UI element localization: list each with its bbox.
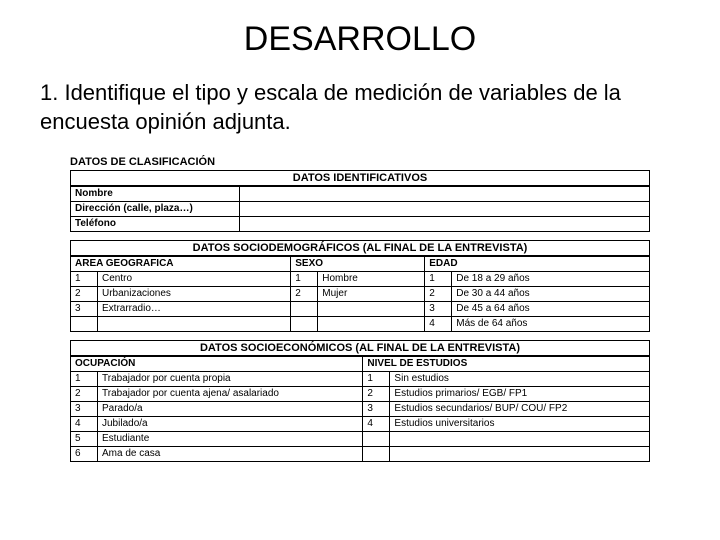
row-value — [240, 187, 650, 202]
instruction-text: 1. Identifique el tipo y escala de medic… — [40, 79, 680, 136]
edad-item: De 18 a 29 años — [452, 272, 650, 287]
row-value — [240, 202, 650, 217]
sexo-num — [291, 317, 318, 332]
sexo-num: 1 — [291, 272, 318, 287]
area-item: Extrarradio… — [98, 302, 291, 317]
table-row: Teléfono — [71, 217, 650, 232]
est-item: Estudios universitarios — [390, 417, 650, 432]
ocup-item: Estudiante — [98, 432, 363, 447]
ocup-item: Jubilado/a — [98, 417, 363, 432]
edad-label: EDAD — [425, 257, 650, 272]
est-item: Estudios primarios/ EGB/ FP1 — [390, 387, 650, 402]
est-item — [390, 447, 650, 462]
identifying-heading: DATOS IDENTIFICATIVOS — [70, 170, 650, 186]
edad-num: 2 — [425, 287, 452, 302]
sexo-item — [318, 302, 425, 317]
ocup-num: 6 — [71, 447, 98, 462]
area-num: 3 — [71, 302, 98, 317]
estudios-label: NIVEL DE ESTUDIOS — [363, 357, 650, 372]
ocupacion-label: OCUPACIÓN — [71, 357, 363, 372]
page-title: DESARROLLO — [30, 20, 690, 59]
sexo-num — [291, 302, 318, 317]
ocup-num: 5 — [71, 432, 98, 447]
area-num: 1 — [71, 272, 98, 287]
est-num: 3 — [363, 402, 390, 417]
est-item: Sin estudios — [390, 372, 650, 387]
area-item: Urbanizaciones — [98, 287, 291, 302]
ocup-item: Trabajador por cuenta propia — [98, 372, 363, 387]
socioecon-heading: DATOS SOCIOECONÓMICOS (AL FINAL DE LA EN… — [70, 340, 650, 356]
socioecon-table: OCUPACIÓN NIVEL DE ESTUDIOS 1Trabajador … — [70, 356, 650, 462]
sexo-num: 2 — [291, 287, 318, 302]
sociodemo-heading: DATOS SOCIODEMOGRÁFICOS (AL FINAL DE LA … — [70, 240, 650, 256]
est-num: 1 — [363, 372, 390, 387]
edad-num: 3 — [425, 302, 452, 317]
ocup-item: Parado/a — [98, 402, 363, 417]
row-value — [240, 217, 650, 232]
est-num — [363, 432, 390, 447]
est-item: Estudios secundarios/ BUP/ COU/ FP2 — [390, 402, 650, 417]
ocup-item: Trabajador por cuenta ajena/ asalariado — [98, 387, 363, 402]
sexo-item — [318, 317, 425, 332]
area-num: 2 — [71, 287, 98, 302]
edad-item: De 45 a 64 años — [452, 302, 650, 317]
est-item — [390, 432, 650, 447]
sociodemo-table: AREA GEOGRAFICA SEXO EDAD 1Centro 1Hombr… — [70, 256, 650, 332]
row-label: Teléfono — [71, 217, 240, 232]
row-label: Nombre — [71, 187, 240, 202]
area-num — [71, 317, 98, 332]
ocup-item: Ama de casa — [98, 447, 363, 462]
identifying-table: Nombre Dirección (calle, plaza…) Teléfon… — [70, 186, 650, 232]
classification-heading: DATOS DE CLASIFICACIÓN — [70, 156, 650, 168]
edad-num: 4 — [425, 317, 452, 332]
ocup-num: 2 — [71, 387, 98, 402]
area-item: Centro — [98, 272, 291, 287]
sexo-item: Hombre — [318, 272, 425, 287]
edad-item: De 30 a 44 años — [452, 287, 650, 302]
area-item — [98, 317, 291, 332]
ocup-num: 4 — [71, 417, 98, 432]
table-row: Nombre — [71, 187, 650, 202]
survey-form: DATOS DE CLASIFICACIÓN DATOS IDENTIFICAT… — [70, 156, 650, 462]
est-num — [363, 447, 390, 462]
ocup-num: 1 — [71, 372, 98, 387]
edad-num: 1 — [425, 272, 452, 287]
table-row: Dirección (calle, plaza…) — [71, 202, 650, 217]
est-num: 4 — [363, 417, 390, 432]
ocup-num: 3 — [71, 402, 98, 417]
sexo-label: SEXO — [291, 257, 425, 272]
edad-item: Más de 64 años — [452, 317, 650, 332]
sexo-item: Mujer — [318, 287, 425, 302]
est-num: 2 — [363, 387, 390, 402]
row-label: Dirección (calle, plaza…) — [71, 202, 240, 217]
area-label: AREA GEOGRAFICA — [71, 257, 291, 272]
